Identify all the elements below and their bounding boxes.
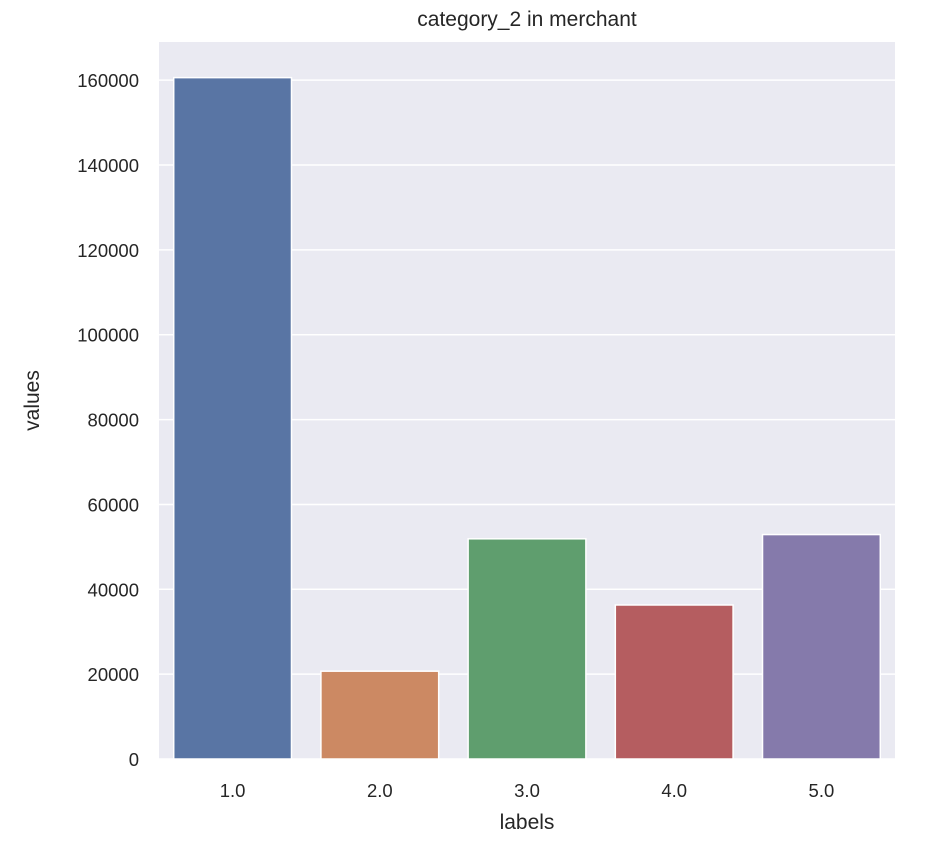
y-tick-label: 20000 — [88, 664, 139, 685]
y-tick-label: 140000 — [77, 155, 139, 176]
y-tick-label: 100000 — [77, 325, 139, 346]
bar — [320, 670, 440, 760]
x-tick-labels: 1.0 2.0 3.0 4.0 5.0 — [220, 780, 835, 801]
bar — [761, 533, 882, 760]
x-axis-label: labels — [500, 811, 555, 834]
x-tick-label: 5.0 — [809, 780, 835, 801]
bars — [172, 76, 882, 760]
bar — [172, 76, 293, 760]
x-tick-label: 2.0 — [367, 780, 393, 801]
y-axis-label: values — [21, 370, 44, 431]
x-tick-label: 1.0 — [220, 780, 246, 801]
y-tick-label: 120000 — [77, 240, 139, 261]
x-tick-label: 3.0 — [514, 780, 540, 801]
y-tick-label: 60000 — [88, 494, 139, 515]
bar — [614, 604, 734, 760]
bar — [467, 538, 587, 760]
x-tick-label: 4.0 — [661, 780, 687, 801]
y-tick-label: 160000 — [77, 70, 139, 91]
y-tick-label: 0 — [129, 749, 139, 770]
y-tick-labels: 0 20000 40000 60000 80000 100000 120000 140000 1… — [77, 70, 139, 770]
y-tick-label: 80000 — [88, 410, 139, 431]
chart-title: category_2 in merchant — [417, 8, 637, 31]
y-tick-label: 40000 — [88, 579, 139, 600]
